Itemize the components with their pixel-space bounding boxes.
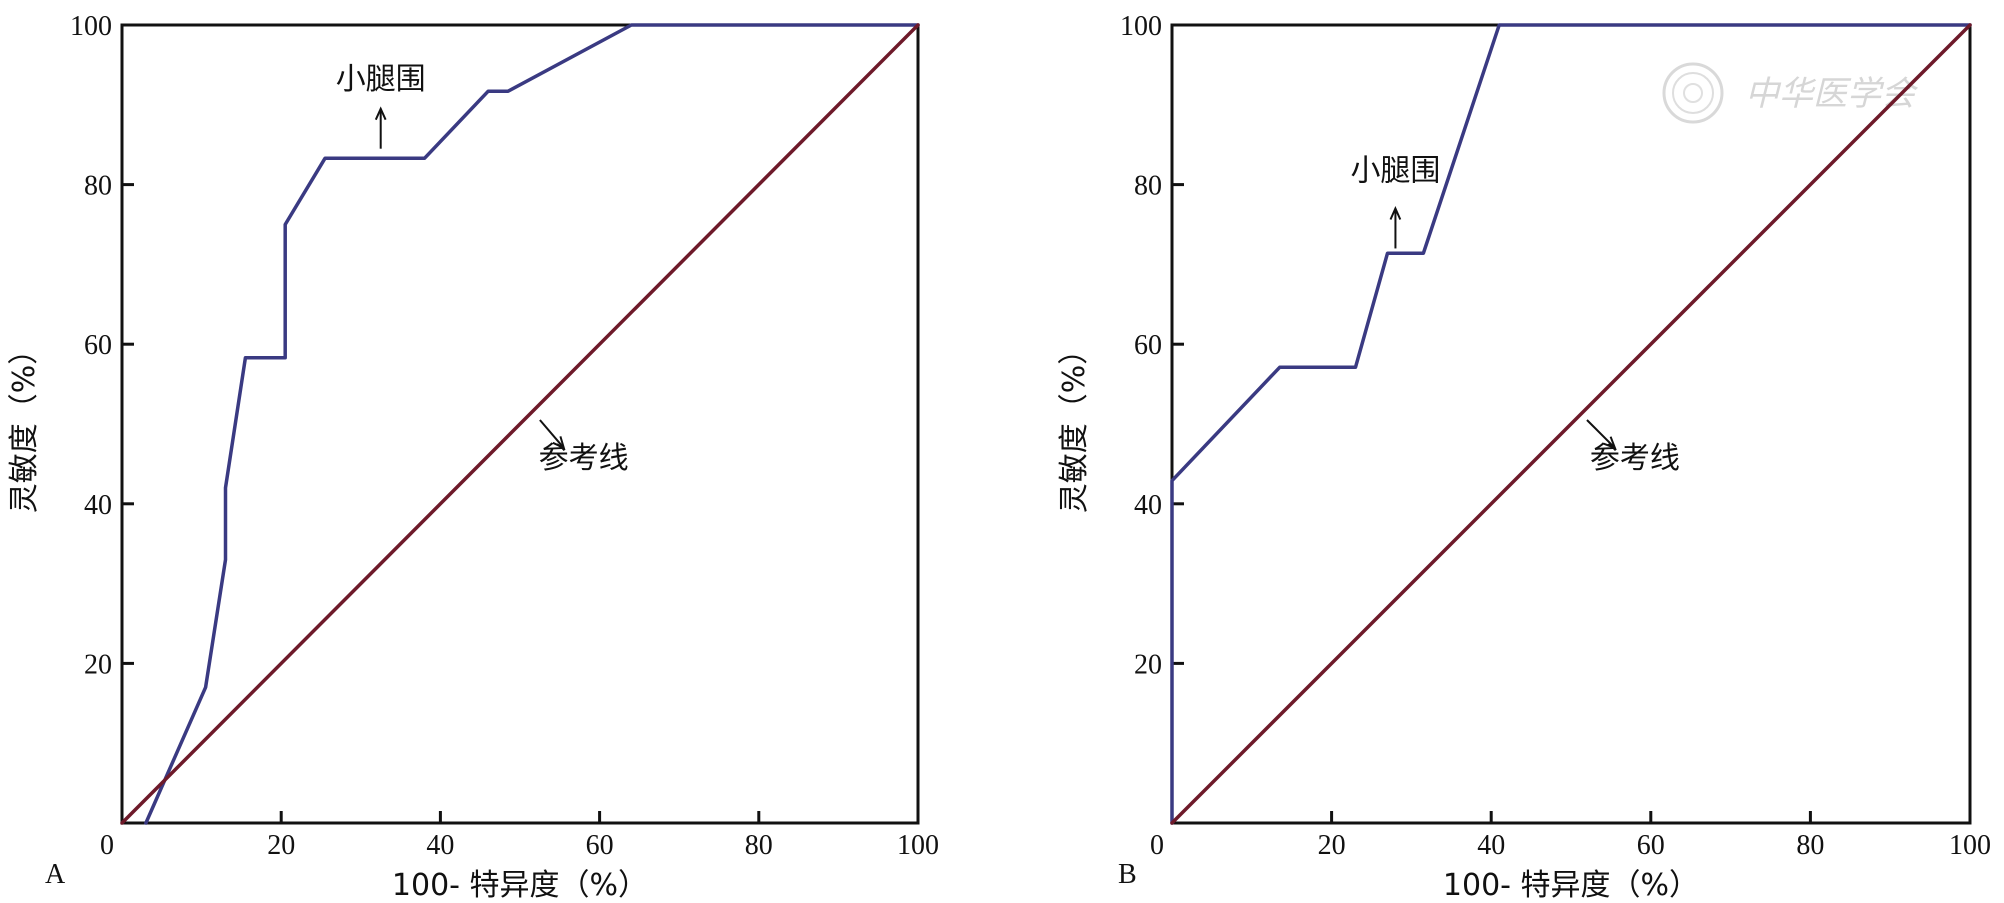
panel-letter: A xyxy=(45,859,66,890)
annotation-arrow xyxy=(1586,419,1616,449)
x-axis-label: 100- 特异度（%） xyxy=(392,868,648,903)
x-tick-label: 40 xyxy=(426,830,454,861)
annotation-arrowhead xyxy=(374,106,387,121)
annotation-arrowhead xyxy=(1603,436,1617,450)
annotation-arrow xyxy=(539,419,565,449)
annotation-label: 参考线 xyxy=(1590,441,1680,476)
annotation-label: 参考线 xyxy=(539,441,629,476)
y-tick-label: 40 xyxy=(84,490,112,521)
annotation-label: 小腿围 xyxy=(1350,154,1440,189)
y-tick-label: 80 xyxy=(1134,171,1162,202)
y-tick-label: 100 xyxy=(70,11,112,42)
watermark-text: 中华医学会 xyxy=(1745,74,1919,114)
annotation-label: 小腿围 xyxy=(336,62,426,97)
x-tick-label: 20 xyxy=(267,830,295,861)
reference-line xyxy=(120,23,920,825)
x-axis-label: 100- 特异度（%） xyxy=(1443,868,1699,903)
reference-line xyxy=(1170,23,1972,825)
x-tick-label: 0 xyxy=(100,830,114,861)
roc-curve-line xyxy=(1170,23,1972,825)
panel-letter: B xyxy=(1118,859,1137,890)
y-tick-label: 80 xyxy=(84,171,112,202)
y-tick-label: 40 xyxy=(1134,490,1162,521)
x-tick-label: 60 xyxy=(586,830,614,861)
y-axis-label: 灵敏度（%） xyxy=(7,335,42,514)
plot-frame xyxy=(120,23,920,825)
x-tick-label: 60 xyxy=(1637,830,1665,861)
annotation-arrowhead xyxy=(1389,206,1402,220)
y-tick-label: 20 xyxy=(84,649,112,680)
y-tick-label: 60 xyxy=(84,330,112,361)
x-tick-label: 40 xyxy=(1477,830,1505,861)
y-tick-label: 100 xyxy=(1120,11,1162,42)
y-tick-label: 60 xyxy=(1134,330,1162,361)
x-tick-label: 80 xyxy=(745,830,773,861)
x-tick-label: 0 xyxy=(1150,830,1164,861)
roc-curve-line xyxy=(144,23,920,825)
x-tick-label: 100 xyxy=(897,830,939,861)
annotation-arrowhead xyxy=(552,436,566,450)
society-seal-icon xyxy=(1662,62,1724,124)
y-tick-label: 20 xyxy=(1134,649,1162,680)
x-tick-label: 80 xyxy=(1796,830,1824,861)
y-axis-label: 灵敏度（%） xyxy=(1057,335,1092,514)
x-tick-label: 20 xyxy=(1318,830,1346,861)
x-tick-label: 100 xyxy=(1949,830,1991,861)
